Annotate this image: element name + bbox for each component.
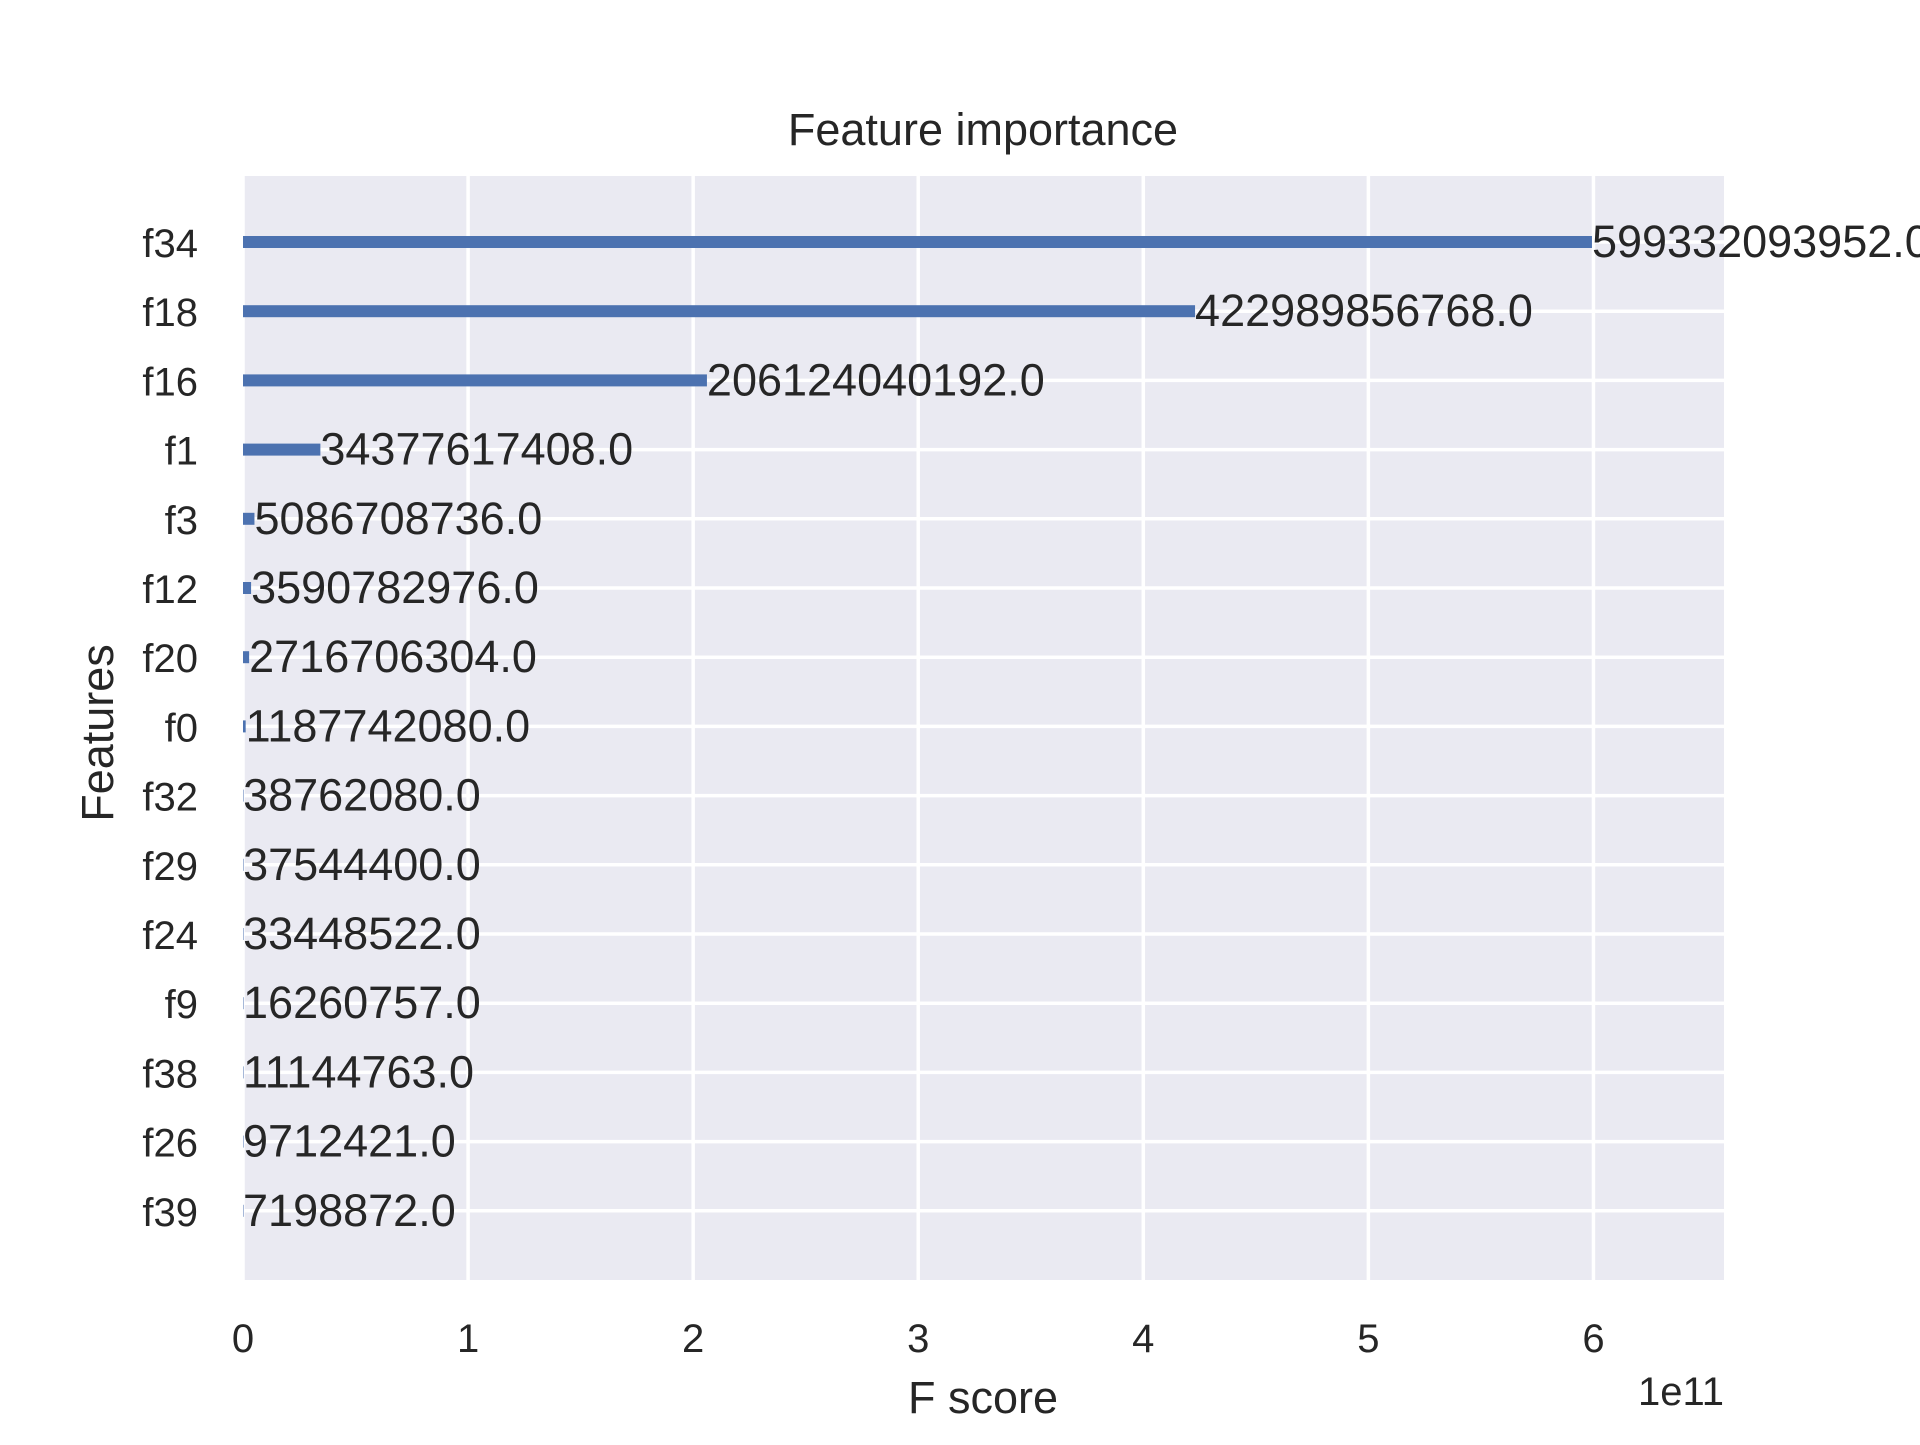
- y-tick-f32: f32: [142, 776, 198, 820]
- y-tick-f26: f26: [142, 1122, 198, 1166]
- bar-f0: [243, 720, 246, 733]
- y-tick-f0: f0: [165, 706, 198, 750]
- x-tick-5: 5: [1357, 1317, 1379, 1361]
- bar-f20: [243, 651, 250, 664]
- y-tick-f3: f3: [165, 499, 198, 543]
- value-label-f38: 11144763.0: [243, 1046, 474, 1097]
- bars: [243, 236, 1592, 1217]
- x-tick-1: 1: [457, 1317, 479, 1361]
- bar-f29: [243, 858, 244, 871]
- value-label-f20: 2716706304.0: [249, 631, 537, 682]
- bar-f24: [243, 928, 244, 940]
- y-tick-f1: f1: [165, 430, 198, 474]
- x-tick-2: 2: [682, 1317, 704, 1361]
- chart-title: Feature importance: [788, 104, 1178, 155]
- y-tick-f24: f24: [142, 914, 198, 958]
- y-tick-f39: f39: [142, 1191, 198, 1235]
- x-tick-4: 4: [1132, 1317, 1154, 1361]
- value-label-f0: 1187742080.0: [246, 700, 530, 751]
- x-tick-6: 6: [1582, 1317, 1604, 1361]
- x-tick-labels: 0 1 2 3 4 5 6: [232, 1317, 1605, 1361]
- value-label-f12: 3590782976.0: [251, 562, 539, 613]
- y-tick-f29: f29: [142, 845, 198, 889]
- y-tick-f12: f12: [142, 568, 198, 612]
- x-tick-3: 3: [907, 1317, 929, 1361]
- value-label-f24: 33448522.0: [243, 908, 481, 959]
- value-label-f39: 7198872.0: [243, 1185, 456, 1236]
- bar-f32: [243, 789, 244, 802]
- value-label-f3: 5086708736.0: [254, 493, 542, 544]
- bar-f39: [243, 1204, 244, 1217]
- value-label-f29: 37544400.0: [243, 839, 481, 890]
- value-label-f9: 16260757.0: [243, 977, 481, 1028]
- bar-f12: [243, 582, 252, 594]
- value-label-f18: 422989856768.0: [1195, 285, 1533, 336]
- value-label-f16: 206124040192.0: [707, 354, 1045, 405]
- value-label-f32: 38762080.0: [243, 770, 481, 821]
- y-tick-f38: f38: [142, 1052, 198, 1096]
- y-tick-f9: f9: [165, 983, 198, 1027]
- y-tick-f16: f16: [142, 360, 198, 404]
- value-labels: 599332093952.0 422989856768.0 206124040192…: [243, 216, 1920, 1236]
- y-axis-label: Features: [72, 644, 123, 822]
- x-axis-offset-label: 1e11: [1638, 1370, 1724, 1414]
- bar-f16: [243, 374, 707, 387]
- y-tick-f34: f34: [142, 222, 198, 266]
- bar-f9: [243, 997, 244, 1010]
- x-tick-0: 0: [232, 1317, 254, 1361]
- y-tick-f18: f18: [142, 291, 198, 335]
- y-tick-labels: f34 f18 f16 f1 f3 f12 f20 f0 f32 f29 f24 f9 f38 f26 f3…: [142, 222, 198, 1235]
- x-axis-label: F score: [908, 1372, 1058, 1423]
- bar-f18: [243, 305, 1196, 318]
- bar-f3: [243, 512, 255, 525]
- bar-f34: [243, 236, 1592, 248]
- value-label-f34: 599332093952.0: [1592, 216, 1920, 267]
- bar-f1: [243, 443, 321, 456]
- bar-f38: [243, 1066, 244, 1079]
- value-label-f26: 9712421.0: [243, 1116, 456, 1167]
- value-label-f1: 34377617408.0: [320, 424, 633, 475]
- bar-f26: [243, 1135, 244, 1148]
- y-tick-f20: f20: [142, 637, 198, 681]
